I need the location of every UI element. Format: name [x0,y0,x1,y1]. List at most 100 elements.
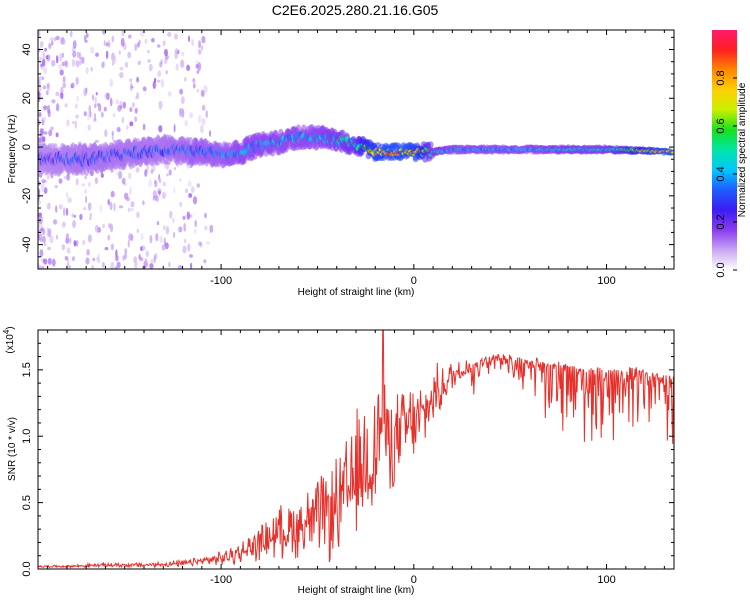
spectrogram-noise-cell [49,235,54,244]
spectrogram-y-tick-label: 20 [21,92,33,104]
spectrogram-noise-cell [90,46,95,54]
spectrogram-noise-cell [95,256,100,262]
spectrogram-noise-cell [184,119,188,127]
spectrogram-noise-cell [92,257,96,262]
spectrogram-noise-cell [43,131,48,135]
spectrogram-noise-cell [85,67,89,74]
spectrogram-noise-cell [61,52,65,58]
spectrogram-noise-cell [192,80,196,85]
spectrogram-noise-cell [115,255,119,262]
spectrogram-noise-cell [198,40,202,49]
spectrogram-noise-cell [88,105,92,114]
spectrogram-noise-cell [94,177,98,185]
spectrogram-noise-cell [104,129,108,138]
spectrogram-noise-cell [201,35,206,44]
spectrogram-noise-cell [102,30,106,35]
spectrogram-noise-cell [38,76,43,81]
snr-multiplier: (x104) [2,326,17,353]
spectrogram-noise-cell [141,245,146,251]
spectrogram-noise-cell [47,232,50,238]
spectrogram-noise-cell [101,111,104,118]
spectrogram-noise-cell [150,169,154,175]
spectrogram-noise-cell [42,85,47,90]
spectrogram-noise-cell [102,223,105,229]
spectrogram-noise-cell [86,249,90,256]
spectrogram-noise-cell [105,50,109,59]
spectrogram-noise-cell [69,237,72,244]
spectrogram-x-tick-label: -100 [210,275,232,287]
spectrogram-x-tick-label: 100 [597,275,615,287]
spectrogram-noise-cell [47,246,51,251]
spectrogram-noise-cell [209,224,214,233]
spectrogram-noise-cell [109,223,114,233]
spectrogram-noise-cell [182,245,187,254]
spectrogram-x-axis: -100 0 100 [47,30,665,287]
spectrogram-noise-cell [75,178,79,186]
spectrogram-noise-cell [67,197,72,204]
spectrogram-noise-cell [148,179,153,188]
spectrogram-noise-cell [133,256,137,263]
spectrogram-noise-cell [83,87,88,97]
spectrogram-noise-cell [168,262,171,268]
spectrogram-noise-cell [62,222,67,227]
spectrogram-noise-cell [58,64,62,70]
spectrogram-noise-cell [55,132,59,138]
snr-series [38,330,674,569]
spectrogram-noise-cell [44,242,47,247]
spectrogram-noise-cell [124,61,128,68]
spectrogram-noise-cell [115,249,118,257]
spectrogram-noise-cell [200,124,204,134]
colorbar: 0.0 0.2 0.4 0.6 0.8 Normalized spectral ampl… [712,30,748,278]
spectrogram-noise-cell [71,121,75,124]
spectrogram-noise-cell [165,226,170,235]
spectrogram-noise-cell [38,265,42,269]
spectrogram-noise-cell [106,92,110,101]
spectrogram-noise-cell [134,43,138,51]
spectrogram-noise-cell [66,173,70,181]
spectrogram-noise-cell [110,190,115,198]
spectrogram-noise-cell [43,258,48,265]
spectrogram-noise-cell [101,62,105,69]
spectrogram-noise-cell [53,219,58,225]
spectrogram-noise-cell [158,190,161,197]
spectrogram-noise-cell [144,257,148,264]
spectrogram-noise-cell [158,100,163,110]
spectrogram-noise-cell [56,55,59,64]
spectrogram-noise-cell [108,222,111,229]
spectrogram-noise-cell [62,40,66,45]
spectrogram-noise-cell [181,96,185,105]
colorbar-tick-label: 0.4 [715,166,727,181]
spectrogram-noise-cell [41,58,46,67]
spectrogram-noise-cell [75,77,79,85]
spectrogram-noise-cell [129,186,132,196]
spectrogram-noise-cell [65,237,70,244]
spectrogram-noise-cell [194,219,197,228]
spectrogram-noise-cell [94,103,97,109]
spectrogram-noise-cell [38,76,41,84]
spectrogram-noise-cell [38,55,42,63]
spectrogram-y-label: Frequency (Hz) [7,115,18,184]
spectrogram-noise-cell [111,132,114,141]
spectrogram-noise-cell [74,120,78,129]
spectrogram-noise-cell [40,128,45,136]
spectrogram-noise-cell [86,32,89,38]
spectrogram-noise-cell [59,53,62,62]
spectrogram-noise-cell [42,229,46,236]
spectrogram-noise-cell [190,186,195,194]
spectrogram-y-tick-label: 40 [21,43,33,55]
spectrogram-noise-cell [153,254,156,264]
spectrogram-noise-cell [46,203,50,210]
spectrogram-noise-cell [131,85,134,89]
spectrogram-noise-cell [69,30,73,38]
spectrogram-noise-cell [42,179,47,184]
spectrogram-noise-cell [59,92,63,99]
spectrogram-noise-cell [120,37,125,47]
spectrogram-noise-cell [109,97,113,107]
spectrogram-noise-cell [189,112,194,119]
spectrogram-noise-cell [38,30,41,36]
snr-y-tick-label: 1.0 [21,429,33,444]
spectrogram-noise-cell [76,95,79,102]
spectrogram-noise-cell [95,91,98,96]
spectrogram-noise-cell [205,110,208,118]
